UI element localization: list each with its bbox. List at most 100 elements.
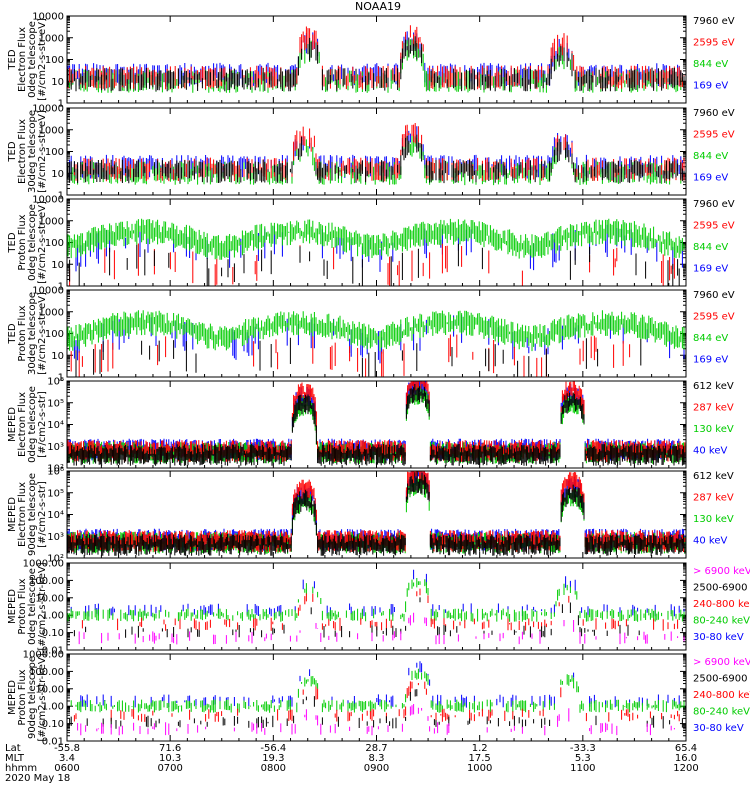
legend-entry: 7960 eV (693, 199, 735, 210)
panel-8 (66, 653, 687, 742)
legend-entry: 169 eV (693, 264, 728, 275)
y-tick-label: 1 (58, 282, 64, 293)
footer-lat-value: -55.8 (54, 743, 80, 754)
series-trace (70, 668, 685, 713)
y-tick-label: 100 (45, 147, 64, 158)
panel-7 (66, 562, 687, 651)
y-axis-label: [#/cm2-s-str] (37, 481, 48, 548)
y-tick-label: 1000.00 (23, 650, 64, 661)
footer-row-label: 2020 May 18 (5, 773, 70, 784)
y-tick-label: 1 (58, 99, 64, 110)
y-tick-label: 1.00 (42, 702, 64, 713)
footer-time-value: 1100 (570, 763, 595, 774)
legend-entry: 30-80 keV (693, 723, 744, 734)
y-tick-label: 100.00 (29, 667, 64, 678)
y-axis-label: Electron Flux (17, 392, 28, 457)
footer-time-value: 1200 (673, 763, 698, 774)
footer-lat-value: 28.7 (365, 743, 387, 754)
y-tick-label: 1000 (39, 33, 64, 44)
y-axis-label: MEPED (7, 497, 18, 532)
y-axis-label: TED (7, 141, 18, 162)
y-tick-label: 10⁴ (47, 510, 64, 521)
legend-entry: 612 keV (693, 381, 734, 392)
legend-entry: 80-240 keV (693, 707, 750, 718)
footer-time-value: 1000 (467, 763, 492, 774)
y-axis-label: [#/cm2-s-str] (37, 391, 48, 458)
footer-lat-value: -56.4 (260, 743, 286, 754)
y-tick-label: 10³ (47, 532, 64, 543)
panel-1 (66, 15, 687, 104)
y-axis-label: Electron Flux (17, 27, 28, 92)
footer-mlt-value: 10.3 (159, 753, 181, 764)
footer-row-label: MLT (5, 753, 25, 764)
flux-traces (67, 25, 685, 93)
y-axis-label: 30deg telescope (27, 110, 38, 193)
legend-entry: 80-240 keV (693, 616, 750, 627)
y-axis-label: 0deg telescope (27, 568, 38, 645)
y-tick-label: 10⁵ (47, 398, 64, 409)
series-trace (67, 471, 686, 556)
series-trace (69, 689, 683, 729)
y-tick-label: 10000 (32, 195, 64, 206)
footer-time-value: 0700 (157, 763, 182, 774)
y-tick-label: 100.00 (29, 576, 64, 587)
flux-traces (67, 381, 686, 466)
flux-traces (67, 569, 685, 645)
footer-mlt-value: 5.3 (575, 753, 591, 764)
footer-lat-value: -33.3 (570, 743, 596, 754)
y-axis-label: Electron Flux (17, 482, 28, 547)
series-trace (67, 31, 682, 87)
series-trace (80, 661, 680, 708)
footer-mlt-value: 8.3 (369, 753, 385, 764)
y-tick-label: 1.00 (42, 611, 64, 622)
flux-traces (67, 123, 685, 186)
y-tick-label: 10² (47, 464, 64, 475)
y-tick-label: 10⁶ (47, 467, 64, 478)
series-trace (67, 384, 686, 466)
series-trace (67, 134, 685, 184)
flux-traces (69, 661, 685, 736)
y-tick-label: 10 (51, 351, 64, 362)
series-trace (70, 569, 685, 617)
series-trace (67, 310, 685, 352)
y-axis-label: TED (7, 232, 18, 253)
y-axis-label: MEPED (7, 680, 18, 715)
y-axis-label: 90deg telescope (27, 473, 38, 556)
legend-entry: > 6900 keV (693, 657, 750, 668)
y-tick-label: 10.00 (35, 684, 64, 695)
y-tick-label: 10 (51, 169, 64, 180)
series-trace (67, 578, 685, 622)
panel-frame (66, 562, 687, 651)
y-axis-label: 0deg telescope (27, 204, 38, 281)
footer-lat-value: 1.2 (472, 743, 488, 754)
y-axis-label: [#/cm2-s-str-eV] (37, 292, 48, 375)
panel-frame (66, 653, 687, 742)
footer-lat-value: 65.4 (675, 743, 697, 754)
series-trace (67, 36, 685, 92)
y-tick-label: 10⁶ (47, 377, 64, 388)
y-tick-label: 10000 (32, 104, 64, 115)
y-axis-label: [#/cm2-s-str-keV] (37, 562, 48, 650)
y-tick-label: 1000 (39, 307, 64, 318)
y-tick-label: 100 (45, 55, 64, 66)
legend-entry: 844 eV (693, 151, 728, 162)
footer-row-label: Lat (5, 743, 21, 754)
y-tick-label: 10.00 (35, 593, 64, 604)
panel-4 (66, 289, 687, 378)
legend-entry: 2595 eV (693, 38, 735, 49)
legend-entry: 130 keV (693, 514, 734, 525)
legend-entry: 169 eV (693, 81, 728, 92)
legend-entry: 40 keV (693, 536, 727, 547)
y-axis-label: MEPED (7, 589, 18, 624)
series-trace (67, 218, 685, 260)
series-trace (77, 704, 675, 736)
series-trace (81, 588, 679, 631)
y-tick-label: 1000 (39, 125, 64, 136)
legend-entry: 240-800 ke (693, 599, 750, 610)
legend-entry: 240-800 keV (693, 690, 750, 701)
flux-traces (67, 310, 685, 377)
footer-lat-value: 71.6 (159, 743, 181, 754)
y-axis-label: Electron Flux (17, 119, 28, 184)
